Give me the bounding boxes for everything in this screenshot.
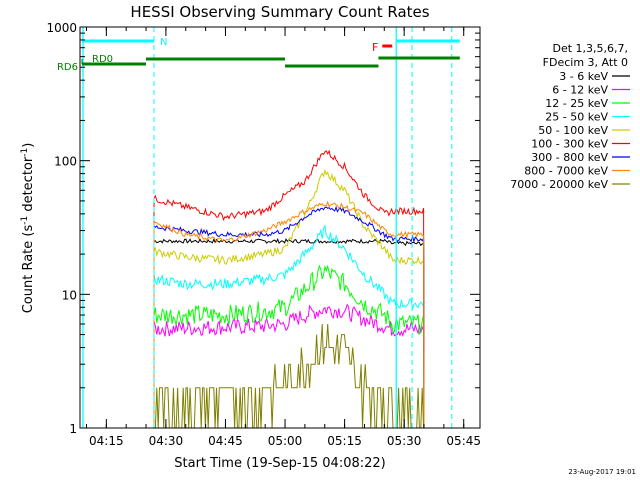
series-line-7 <box>153 200 425 429</box>
x-axis-label: Start Time (19-Sep-15 04:08:22) <box>174 456 385 471</box>
legend-entry-label: 12 - 25 keV <box>545 97 608 110</box>
legend-entry-label: 3 - 6 keV <box>559 70 608 83</box>
y-axis: 1 10 100 1000 <box>46 21 480 436</box>
x-tick-label: 04:15 <box>89 434 124 448</box>
x-axis: 04:15 04:30 04:45 05:00 05:15 05:30 05:45 <box>85 27 481 448</box>
legend-entry-label: 50 - 100 keV <box>538 124 608 137</box>
legend-entry-label: 6 - 12 keV <box>552 84 608 97</box>
series-layer <box>153 149 425 429</box>
legend-header-line2: FDecim 3, Att 0 <box>543 56 628 69</box>
legend-entry-label: 300 - 800 keV <box>531 151 608 164</box>
y-axis-label: Count Rate (s-1 detector-1) <box>20 143 36 314</box>
x-tick-label: 05:45 <box>446 434 481 448</box>
legend-entry-label: 7000 - 20000 keV <box>510 178 608 191</box>
x-tick-label: 04:45 <box>208 434 243 448</box>
x-tick-label: 04:30 <box>149 434 184 448</box>
series-line-6 <box>153 205 425 429</box>
y-axis-label-end: ) <box>21 143 36 148</box>
legend-header-line1: Det 1,3,5,6,7, <box>552 42 628 55</box>
series-line-8 <box>154 323 425 429</box>
rd6-label: RD6 <box>57 62 78 73</box>
night-marker-label: N <box>160 37 167 48</box>
x-tick-label: 05:30 <box>387 434 422 448</box>
rd0-label: RD0 <box>92 54 113 65</box>
y-tick-label: 100 <box>54 155 77 169</box>
chart-title: HESSI Observing Summary Count Rates <box>130 3 429 21</box>
legend-entry-label: 800 - 7000 keV <box>524 165 608 178</box>
x-tick-label: 05:00 <box>268 434 303 448</box>
y-axis-label-mid: detector <box>21 156 36 216</box>
y-tick-label: 1000 <box>46 21 77 35</box>
series-line-1 <box>153 303 425 429</box>
series-line-2 <box>153 264 425 429</box>
marker-layer: N RD0 RD6 F <box>57 27 460 428</box>
flare-marker-label: F <box>372 41 378 54</box>
legend-entry-label: 25 - 50 keV <box>545 111 608 124</box>
plot-frame <box>79 26 481 429</box>
y-axis-label-sup1: -1 <box>20 216 30 225</box>
series-line-4 <box>153 168 425 429</box>
y-tick-label: 10 <box>62 288 77 302</box>
series-line-3 <box>153 224 425 429</box>
series-line-5 <box>153 149 425 429</box>
y-axis-label-sup2: -1 <box>20 148 30 157</box>
legend-entry-label: 100 - 300 keV <box>531 138 608 151</box>
x-tick-label: 05:15 <box>327 434 362 448</box>
y-axis-label-main: Count Rate (s <box>21 225 36 314</box>
y-tick-label: 1 <box>69 422 77 436</box>
footer-date: 23-Aug-2017 19:01 <box>568 468 636 476</box>
